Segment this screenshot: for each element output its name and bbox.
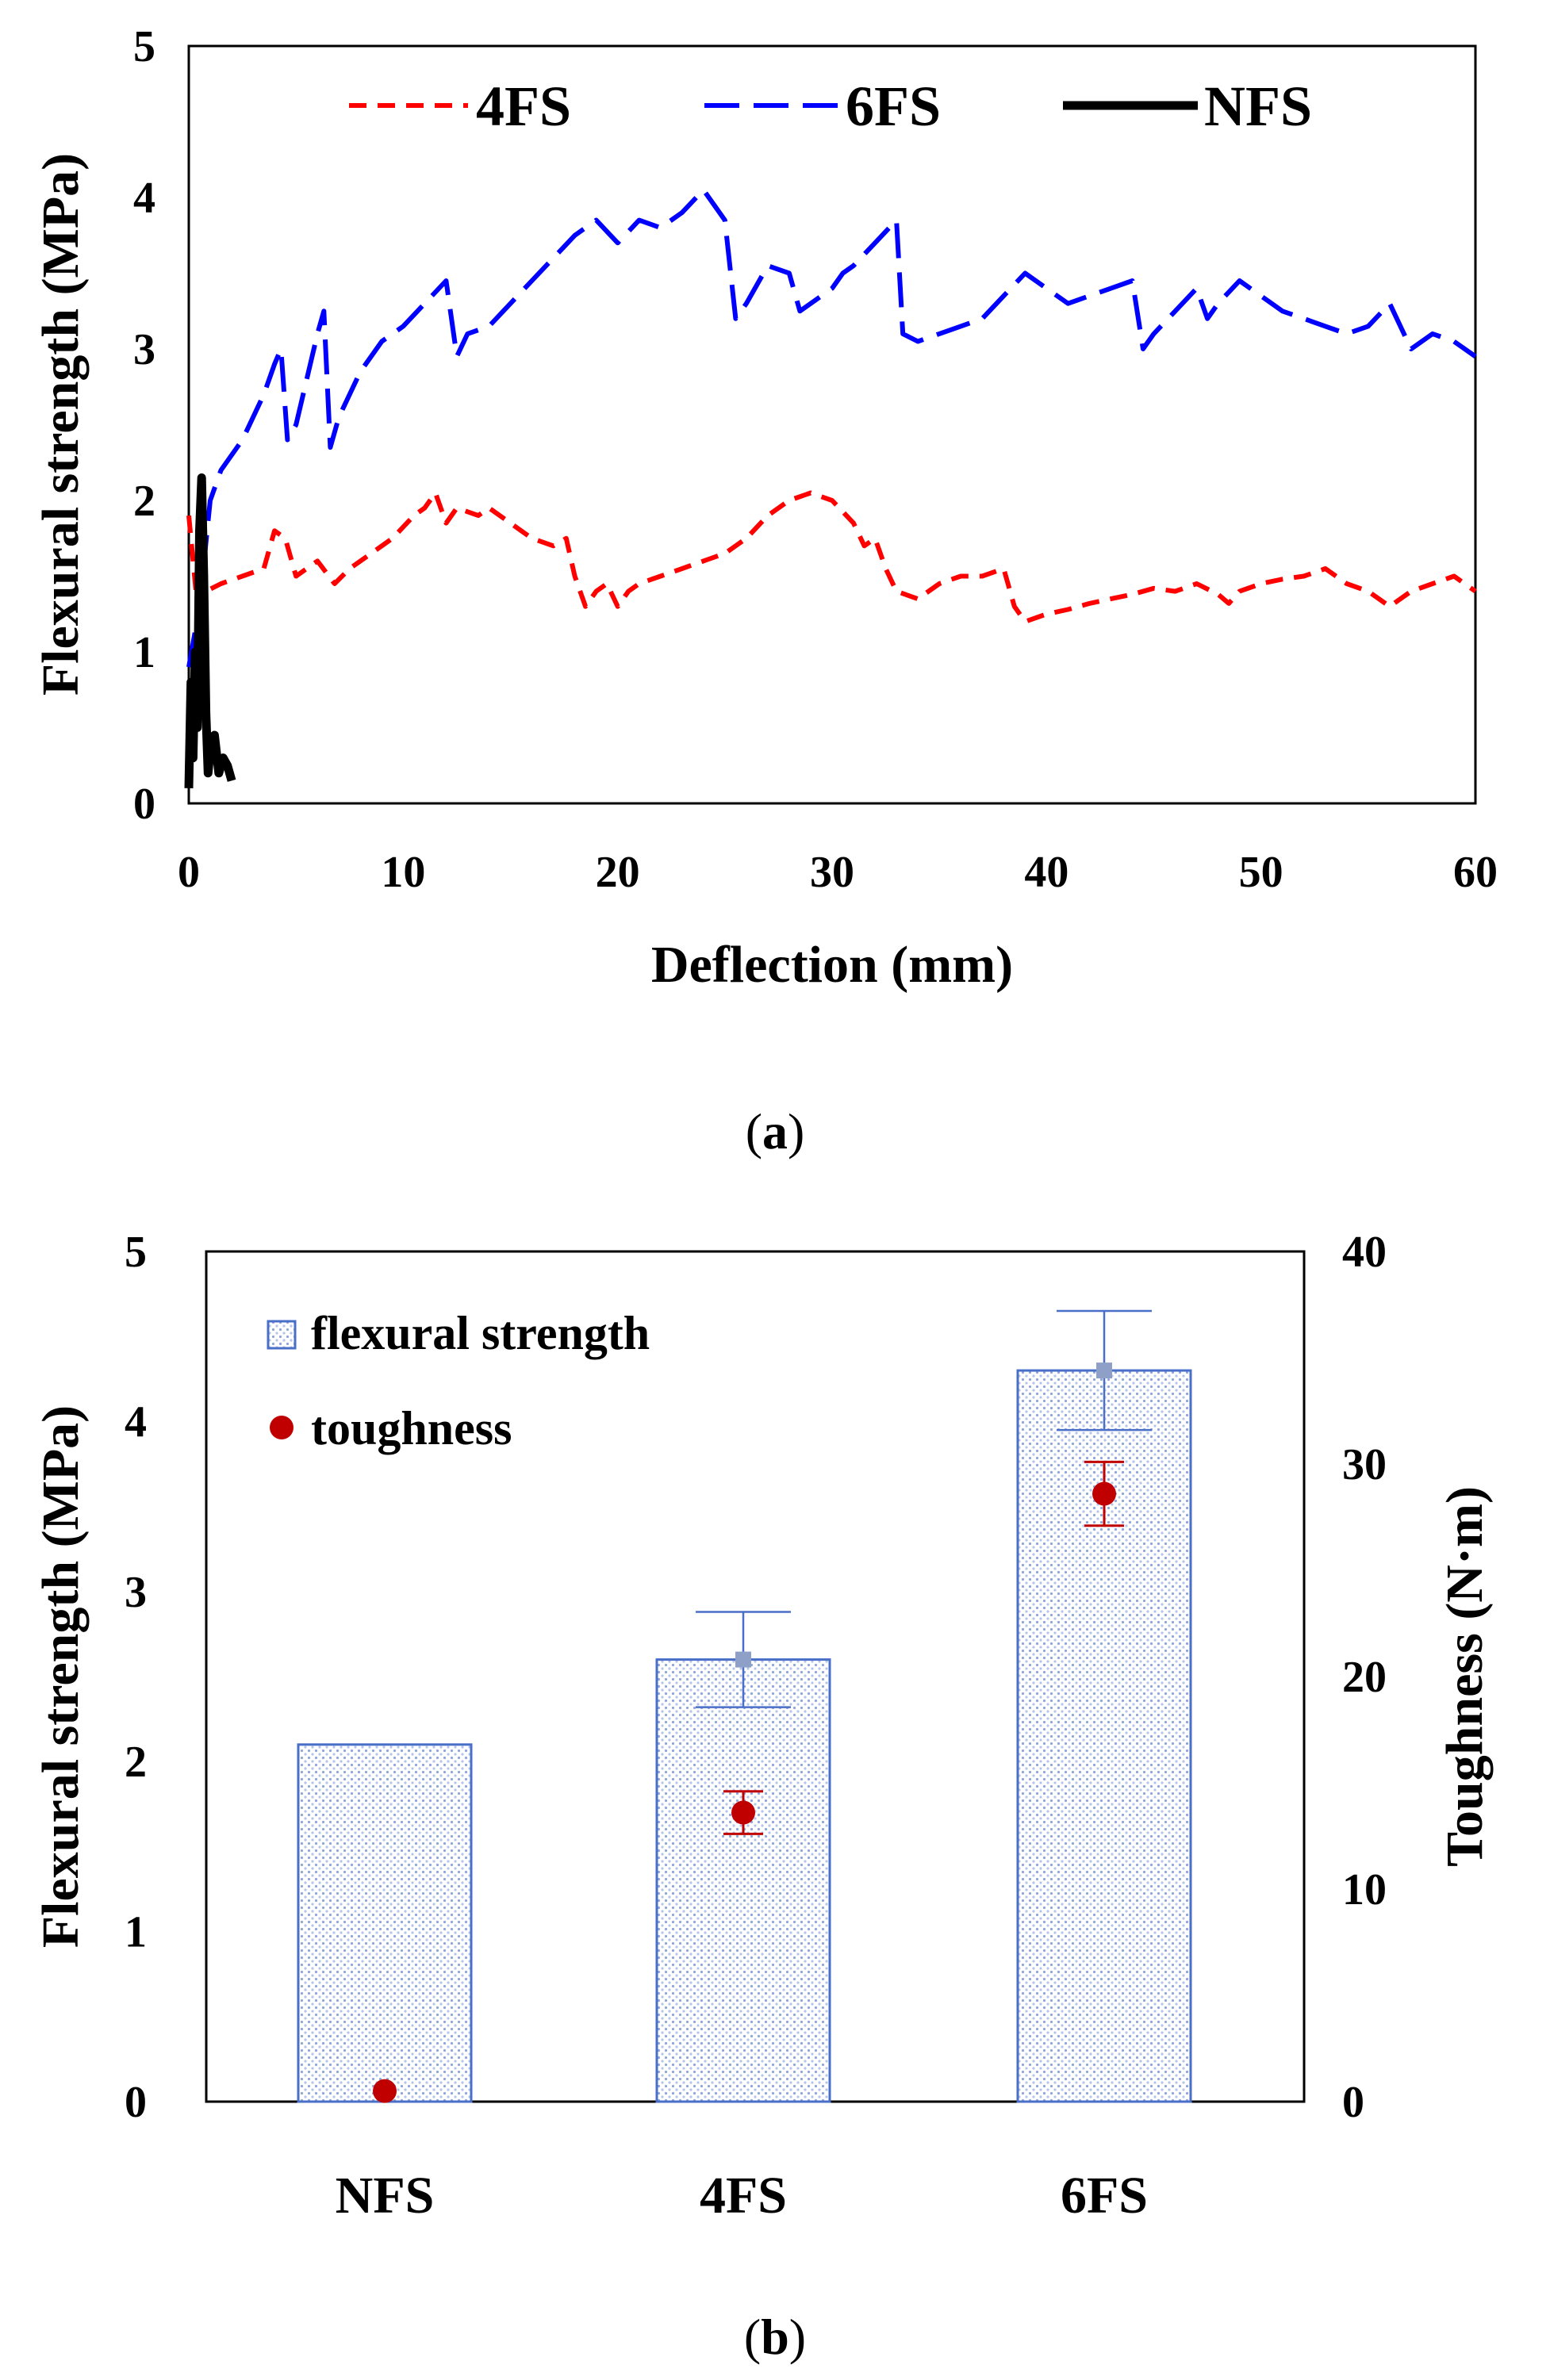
- chart-b-left-y-tick-label: 4: [125, 1397, 147, 1447]
- chart-b-legend: flexural strength toughness: [267, 1307, 650, 1454]
- bar-4fs: [655, 1658, 831, 2103]
- legend-label-flexural-strength: flexural strength: [311, 1307, 650, 1359]
- chart-a-caption: (a): [746, 1103, 805, 1159]
- chart-b-right-y-tick-label: 30: [1342, 1440, 1387, 1489]
- chart-a-y-tick-label: 4: [133, 174, 155, 223]
- chart-a-y-tick-label: 1: [133, 628, 155, 677]
- toughness-point-nfs: [373, 2079, 397, 2103]
- chart-a-y-tick-label: 5: [133, 22, 155, 71]
- chart-b-category-label: 6FS: [1061, 2167, 1148, 2225]
- chart-b-left-y-tick-label: 3: [125, 1568, 147, 1617]
- flexural-mean-marker-4fs: [735, 1651, 751, 1668]
- chart-a-x-tick-label: 20: [596, 848, 640, 897]
- chart-a-x-tick-label: 60: [1453, 848, 1498, 897]
- chart-a-x-tick-label: 30: [810, 848, 854, 897]
- chart-b-category-label: 4FS: [700, 2167, 787, 2225]
- chart-a-x-ticks: 0 10 20 30 40 50 60: [178, 848, 1498, 897]
- chart-a-x-tick-label: 10: [381, 848, 425, 897]
- chart-a-x-axis-label: Deflection (mm): [651, 936, 1013, 994]
- chart-b-left-y-tick-label: 2: [125, 1738, 147, 1787]
- chart-b-bar: 0 1 2 3 4 5 0 10 20 30 40 NFS 4FS 6FS Flexural stre…: [32, 1228, 1494, 2365]
- legend-label-4fs: 4FS: [476, 75, 571, 138]
- chart-b-right-y-axis-label: Toughness (N·m): [1436, 1486, 1494, 1867]
- chart-a-x-tick-label: 50: [1239, 848, 1283, 897]
- legend-swatch-toughness: [270, 1416, 294, 1439]
- legend-swatch-flexural-strength: [267, 1320, 297, 1350]
- flexural-mean-marker-6fs: [1096, 1362, 1112, 1379]
- chart-a-plot-frame: [187, 44, 1477, 805]
- chart-a-y-tick-label: 3: [133, 325, 155, 374]
- chart-b-left-y-tick-label: 1: [125, 1908, 147, 1957]
- chart-b-left-y-tick-label: 0: [125, 2078, 147, 2127]
- chart-a-series: [184, 187, 1477, 789]
- legend-label-nfs: NFS: [1204, 75, 1312, 138]
- chart-b-right-y-tick-label: 0: [1342, 2078, 1364, 2127]
- chart-b-right-y-ticks: 0 10 20 30 40: [1342, 1228, 1387, 2127]
- chart-a-y-tick-label: 2: [133, 477, 155, 526]
- toughness-point-4fs: [731, 1800, 755, 1825]
- chart-b-category-label: NFS: [336, 2167, 435, 2225]
- chart-a-legend: 4FS 6FS NFS: [349, 75, 1312, 138]
- chart-a-y-axis-label: Flexural strength (MPa): [32, 153, 90, 696]
- chart-b-right-y-tick-label: 20: [1342, 1653, 1387, 1702]
- chart-b-left-y-axis-label: Flexural strength (MPa): [32, 1405, 90, 1948]
- chart-b-caption: (b): [744, 2309, 806, 2365]
- chart-a-deflection: 0 10 20 30 40 50 60 0 1 2 3 4 5 Deflection (mm) Fle…: [32, 22, 1498, 1159]
- series-line-nfs: [184, 473, 236, 789]
- chart-b-category-labels: NFS 4FS 6FS: [336, 2167, 1148, 2225]
- toughness-point-6fs: [1092, 1481, 1116, 1506]
- chart-a-y-tick-label: 0: [133, 780, 155, 829]
- chart-b-bars: [297, 1309, 1192, 2103]
- bar-nfs: [297, 1743, 473, 2103]
- chart-a-x-tick-label: 40: [1024, 848, 1069, 897]
- chart-b-left-y-tick-label: 5: [125, 1228, 147, 1277]
- chart-b-left-y-ticks: 0 1 2 3 4 5: [125, 1228, 147, 2127]
- legend-label-toughness: toughness: [311, 1402, 512, 1454]
- chart-a-x-tick-label: 0: [178, 848, 200, 897]
- chart-b-right-y-tick-label: 10: [1342, 1865, 1387, 1914]
- chart-b-right-y-tick-label: 40: [1342, 1228, 1387, 1277]
- chart-a-y-ticks: 0 1 2 3 4 5: [133, 22, 155, 829]
- legend-label-6fs: 6FS: [846, 75, 941, 138]
- series-line-6fs: [186, 187, 1477, 668]
- series-line-4fs: [186, 490, 1477, 624]
